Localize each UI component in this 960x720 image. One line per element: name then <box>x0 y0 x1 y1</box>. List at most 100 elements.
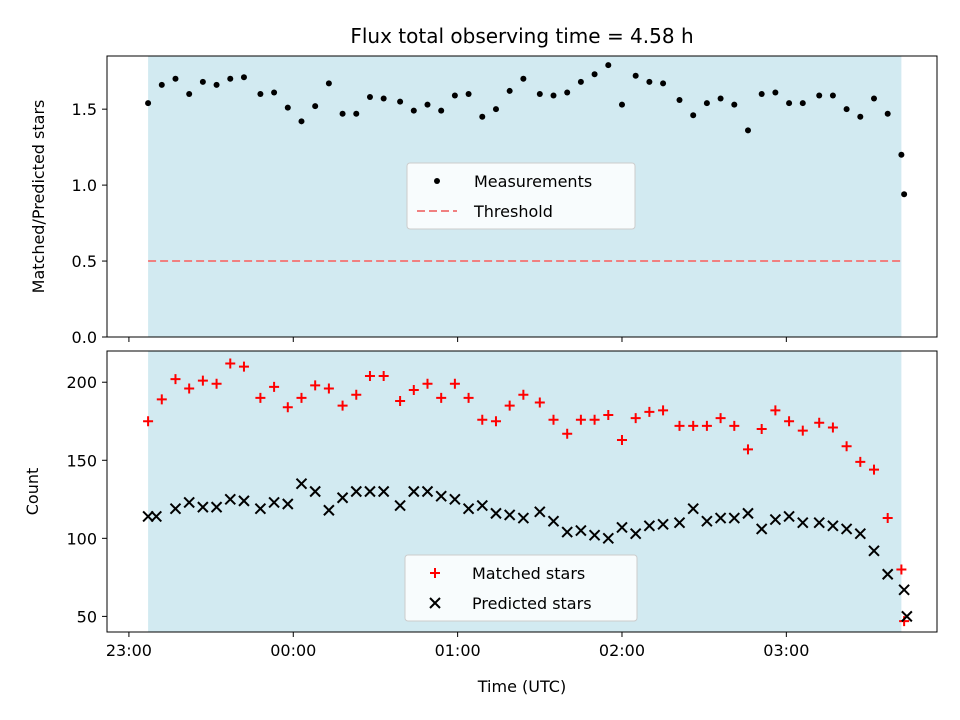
matched-star-point <box>143 416 154 427</box>
predicted-star-point <box>575 524 587 537</box>
matched-star-point <box>827 422 838 433</box>
legend-box <box>404 554 638 622</box>
matched-star-point <box>351 389 362 400</box>
matched-star-point <box>282 402 293 413</box>
matched-star-point <box>255 392 266 403</box>
data-point <box>676 97 683 104</box>
predicted-star-point <box>783 510 795 523</box>
data-point <box>744 127 751 134</box>
bottom-panel: 23:00 00:00 01:00 02:00 03:00 50 100 150 200 Time… <box>23 350 938 696</box>
matched-star-point <box>238 361 249 372</box>
data-point <box>520 75 527 82</box>
matched-star-point <box>644 406 655 417</box>
matched-star-point <box>449 378 460 389</box>
y-tick-label: 0.0 <box>72 328 97 347</box>
matched-star-point <box>868 464 879 475</box>
matched-star-point <box>630 413 641 424</box>
predicted-star-point <box>687 502 699 515</box>
data-point <box>145 100 152 107</box>
matched-star-point <box>395 395 406 406</box>
predicted-star-point <box>517 512 530 524</box>
matched-star-point <box>225 358 236 369</box>
matched-star-point <box>784 416 795 427</box>
matched-star-point <box>463 392 474 403</box>
matched-star-point <box>674 420 685 431</box>
matched-star-point <box>436 392 447 403</box>
data-point <box>172 75 179 82</box>
series-x-extra <box>901 610 913 623</box>
predicted-star-point <box>350 485 362 498</box>
predicted-star-point <box>854 527 867 540</box>
data-point <box>465 90 472 97</box>
predicted-star-point <box>588 529 601 541</box>
series-predicted-stars <box>142 477 910 596</box>
series-matched-stars <box>143 358 907 575</box>
x-tick-label: 03:00 <box>763 641 809 660</box>
data-point <box>227 75 234 82</box>
predicted-star-point <box>840 523 853 535</box>
x-axis-label: Time (UTC) <box>477 677 566 696</box>
predicted-star-point <box>268 496 280 509</box>
data-point <box>284 104 291 111</box>
matched-star-point <box>756 424 767 435</box>
x-tick-label: 00:00 <box>270 641 316 660</box>
matched-star-point <box>422 378 433 389</box>
legend-label: Threshold <box>473 202 553 221</box>
data-point <box>799 100 806 107</box>
matched-star-point <box>603 410 614 421</box>
legend: Measurements Threshold <box>406 162 636 230</box>
matched-star-point <box>841 441 852 452</box>
predicted-star-point <box>197 501 209 513</box>
matched-star-point <box>490 416 501 427</box>
y-tick-label: 0.5 <box>72 252 97 271</box>
predicted-star-point <box>755 523 768 535</box>
data-point <box>339 110 346 117</box>
matched-star-point <box>310 380 321 391</box>
data-point <box>870 95 877 102</box>
predicted-star-point <box>797 517 809 529</box>
predicted-star-point <box>769 513 782 526</box>
predicted-star-point <box>336 492 349 504</box>
data-point <box>577 78 584 85</box>
matched-star-point <box>742 444 753 455</box>
predicted-star-point <box>377 485 390 498</box>
matched-star-point <box>855 456 866 467</box>
matched-star-point <box>575 414 586 425</box>
predicted-star-point <box>534 506 546 518</box>
matched-star-point <box>589 414 600 425</box>
predicted-star-point <box>408 485 420 498</box>
predicted-star-point <box>150 510 163 523</box>
data-point <box>816 92 823 99</box>
data-point <box>731 101 738 108</box>
matched-star-point <box>534 397 545 408</box>
top-panel: 0.0 0.5 1.0 1.5 Flux total observing time = … <box>29 24 938 347</box>
chart-title: Flux total observing time = 4.58 h <box>350 24 693 48</box>
predicted-star-point <box>742 507 754 520</box>
data-point <box>564 89 571 96</box>
data-point <box>772 89 779 96</box>
matched-star-point <box>616 434 627 445</box>
data-point <box>312 103 319 110</box>
data-point <box>550 92 557 99</box>
matched-star-point <box>170 374 181 385</box>
y-axis-label: Matched/Predicted stars <box>29 100 48 294</box>
matched-star-point <box>197 375 208 386</box>
y-tick-label: 1.5 <box>72 100 97 119</box>
data-point <box>758 90 765 97</box>
matched-star-point <box>715 413 726 424</box>
legend: Matched stars Predicted stars <box>404 554 638 622</box>
predicted-star-point <box>309 485 321 498</box>
data-point <box>424 101 431 108</box>
matched-star-point <box>184 383 195 394</box>
predicted-star-point <box>435 490 447 502</box>
matched-star-point <box>770 405 781 416</box>
data-point <box>786 100 793 107</box>
data-point <box>451 92 458 99</box>
predicted-star-point <box>183 496 195 509</box>
series-measurements <box>145 62 905 158</box>
x-tick-label: 01:00 <box>435 641 481 660</box>
predicted-star-point <box>547 515 560 527</box>
predicted-star-point <box>728 512 741 524</box>
data-point <box>632 72 639 79</box>
predicted-star-point <box>701 515 713 527</box>
